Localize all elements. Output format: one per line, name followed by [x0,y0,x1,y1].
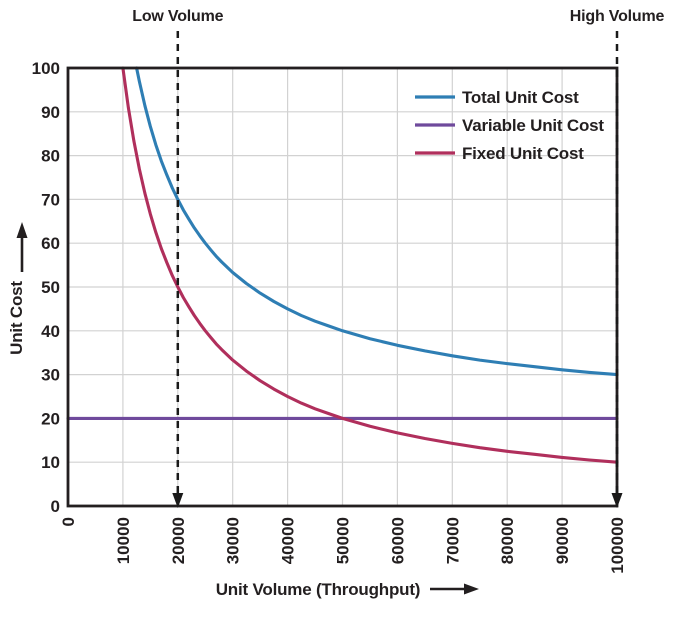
x-tick-label: 90000 [553,517,572,564]
x-tick-label: 0 [59,517,78,526]
series-lines [66,66,619,464]
y-tick-label: 10 [41,453,60,472]
plot-border [66,66,619,508]
x-tick-label: 30000 [224,517,243,564]
x-tick-label: 80000 [498,517,517,564]
y-tick-label: 60 [41,234,60,253]
y-tick-label: 0 [51,497,60,516]
x-tick-label: 50000 [334,517,353,564]
legend-label-fixed-unit-cost: Fixed Unit Cost [462,144,584,163]
x-tick-label: 40000 [279,517,298,564]
x-axis-label: Unit Volume (Throughput) [216,580,421,599]
y-tick-label: 40 [41,322,60,341]
legend-label-total-unit-cost: Total Unit Cost [462,88,579,107]
annotation-down-arrow-icon [172,493,184,508]
series-line-fixed-unit-cost [121,66,619,464]
x-tick-label: 60000 [388,517,407,564]
x-tick-label: 10000 [114,517,133,564]
annotation-label: High Volume [570,8,665,25]
y-tick-label: 100 [32,59,60,78]
x-tick-label: 70000 [443,517,462,564]
y-axis-title: Unit Cost [7,222,28,355]
y-tick-label: 70 [41,190,60,209]
y-tick-label: 50 [41,278,60,297]
y-axis-up-arrow-icon [16,222,28,272]
y-axis-label: Unit Cost [7,281,26,355]
y-tick-label: 30 [41,366,60,385]
x-axis-title: Unit Volume (Throughput) [216,580,479,599]
x-axis-right-arrow-icon [430,583,479,595]
x-tick-label: 100000 [608,517,627,574]
axis-tick-labels: 0 10 20 30 40 50 60 70 80 90 100 0 10000 20000 30000 40… [32,59,627,574]
annotation-label: Low Volume [132,8,223,25]
y-tick-label: 20 [41,409,60,428]
annotations: Low Volume High Volume [132,8,665,508]
y-tick-label: 80 [41,147,60,166]
series-line-total-unit-cost [135,66,619,377]
legend-label-variable-unit-cost: Variable Unit Cost [462,116,604,135]
y-tick-label: 90 [41,103,60,122]
legend: Total Unit Cost Variable Unit Cost Fixed… [415,88,605,163]
annotation-down-arrow-icon [611,493,623,508]
x-tick-label: 20000 [169,517,188,564]
